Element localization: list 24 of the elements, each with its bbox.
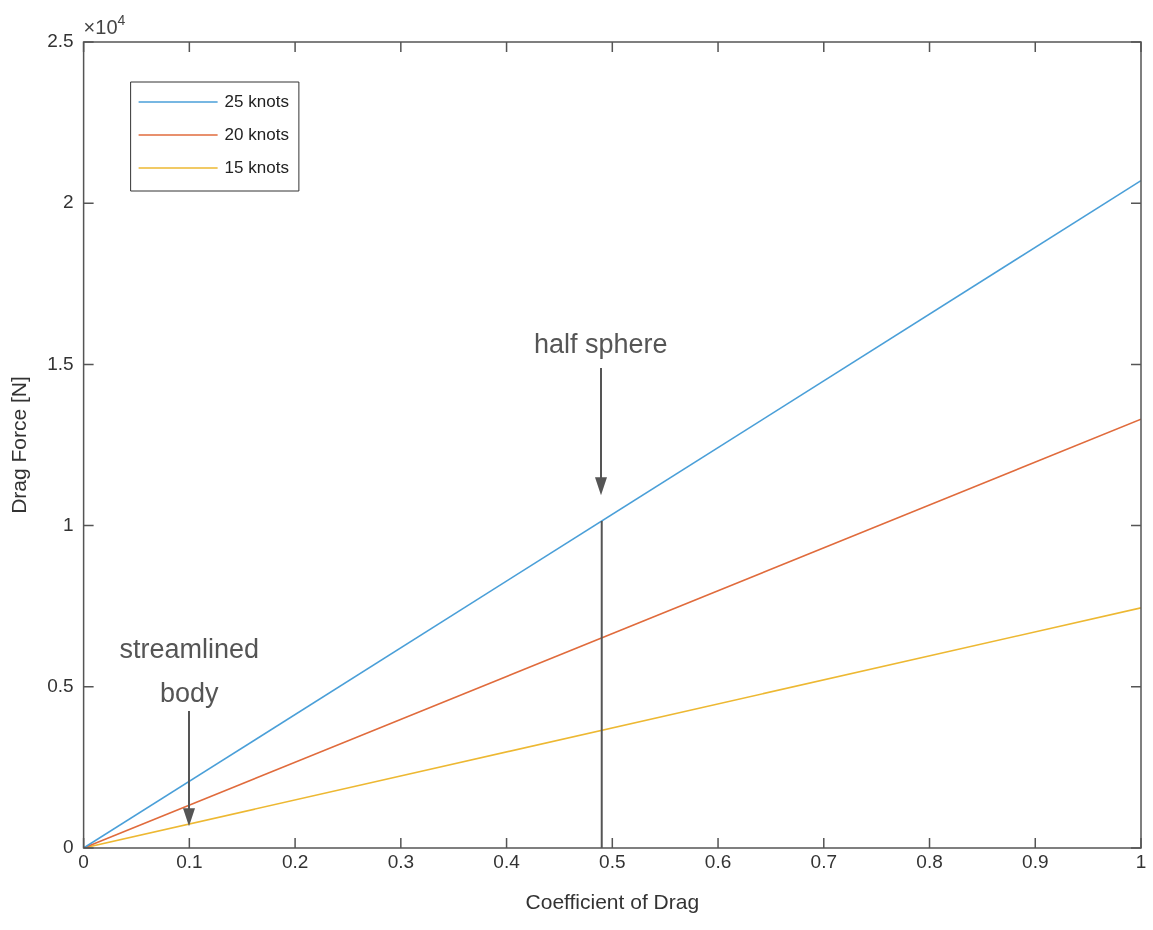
- x-tick-label: 0.3: [387, 850, 415, 872]
- x-tick-label: 0.4: [493, 850, 521, 872]
- y-tick-label: 0.5: [47, 675, 74, 697]
- x-tick-label: 0.1: [176, 850, 203, 872]
- x-tick-label: 1: [1135, 850, 1147, 872]
- y-tick-label: 2: [63, 191, 74, 213]
- x-tick-label: 0: [78, 850, 89, 872]
- y-tick-label: 1.5: [47, 352, 74, 374]
- x-tick-label: 0.7: [810, 850, 837, 872]
- annotation: streamlined body: [119, 633, 260, 708]
- y-tick-label: 1: [63, 513, 74, 535]
- x-tick-label: 0.2: [281, 850, 309, 872]
- annotation: half sphere: [533, 328, 668, 359]
- x-tick-label: 0.6: [704, 850, 732, 872]
- x-tick-label: 0.9: [1022, 850, 1049, 872]
- legend-label: 20 knots: [224, 124, 289, 144]
- x-tick-label: 0.8: [916, 850, 943, 872]
- legend-label: 25 knots: [224, 91, 289, 111]
- y-tick-label: 2.5: [47, 30, 74, 52]
- y-axis-title: Drag Force [N]: [7, 376, 31, 514]
- legend-label: 15 knots: [224, 157, 289, 177]
- x-axis-title: Coefficient of Drag: [525, 890, 700, 914]
- y-tick-label: 0: [63, 836, 74, 858]
- x-tick-label: 0.5: [599, 850, 626, 872]
